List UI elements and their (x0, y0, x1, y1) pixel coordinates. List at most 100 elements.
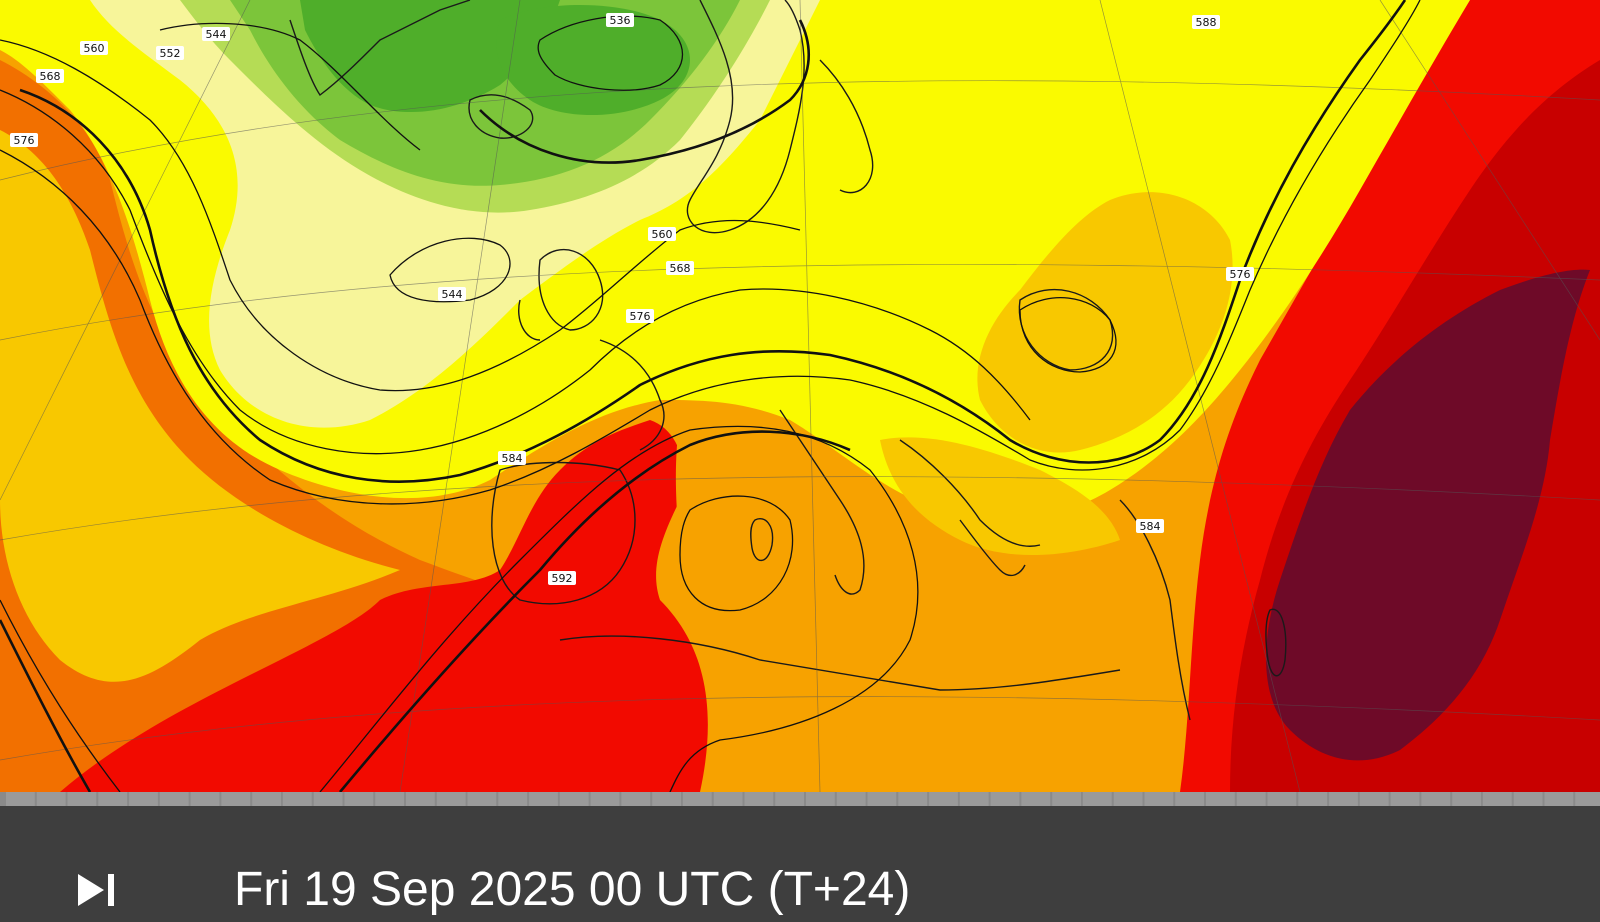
contour-label: 560 (84, 42, 105, 55)
contour-label: 568 (670, 262, 691, 275)
contour-label: 592 (552, 572, 573, 585)
timeline-step[interactable] (867, 792, 897, 806)
contour-544 (389, 237, 511, 303)
timeline-step[interactable] (1206, 792, 1235, 806)
contour-label: 584 (1140, 516, 1161, 529)
timeline-step[interactable] (590, 792, 620, 806)
graticule (0, 0, 1600, 792)
timeline-step[interactable] (559, 792, 589, 806)
coastline-italy (779, 409, 865, 595)
contour-label: 588 (1196, 16, 1217, 29)
coastline-sardinia (750, 518, 774, 562)
coastline-north-africa (559, 635, 1121, 691)
contour-label: 576 (630, 310, 651, 323)
timeline-step[interactable] (929, 792, 958, 806)
coastline-scandinavia (686, 0, 805, 234)
forecast-timeline[interactable] (0, 792, 1600, 806)
contour-bold-north (479, 19, 811, 164)
timeline-step[interactable] (1298, 792, 1328, 806)
timeline-step[interactable] (406, 792, 435, 806)
coastline-finland (819, 59, 874, 194)
timeline-step[interactable] (252, 792, 281, 806)
temp-zone-deep-green-north (496, 5, 690, 115)
timeline-step[interactable] (190, 792, 220, 806)
timeline-step[interactable] (836, 792, 866, 806)
timeline-step[interactable] (1544, 792, 1574, 806)
timeline-step[interactable] (1421, 792, 1451, 806)
coastline-greenland (289, 0, 471, 97)
timeline-step[interactable] (959, 792, 989, 806)
timeline-step[interactable] (6, 792, 35, 806)
timeline-step[interactable] (375, 792, 404, 806)
timeline-step[interactable] (313, 792, 343, 806)
timeline-step[interactable] (1267, 792, 1297, 806)
coastline-british-isles (518, 249, 604, 341)
timeline-step[interactable] (1390, 792, 1420, 806)
timeline-step[interactable] (1452, 792, 1481, 806)
timeline-step[interactable] (436, 792, 466, 806)
timeline-step[interactable] (221, 792, 251, 806)
contour-label: 584 (502, 452, 523, 465)
timeline-step[interactable] (282, 792, 312, 806)
timeline-step[interactable] (1482, 792, 1512, 806)
contour-label: 552 (160, 47, 181, 60)
geopotential-contours (0, 0, 1421, 792)
temp-zone-amber-east (977, 192, 1233, 453)
timeline-step[interactable] (529, 792, 558, 806)
geopotential-temperature-map: 544 552 560 568 576 536 544 560 568 576 … (0, 0, 1600, 792)
timeline-step[interactable] (498, 792, 528, 806)
timeline-step[interactable] (129, 792, 158, 806)
timeline-step[interactable] (1236, 792, 1266, 806)
timeline-step[interactable] (652, 792, 681, 806)
timeline-step[interactable] (806, 792, 835, 806)
timeline-step[interactable] (898, 792, 928, 806)
timeline-ticks (6, 792, 1600, 806)
coastline-france (599, 339, 665, 451)
timeline-step[interactable] (1052, 792, 1081, 806)
contour-label: 568 (40, 70, 61, 83)
timeline-step[interactable] (1575, 792, 1600, 806)
contour-label: 544 (442, 288, 463, 301)
temp-zone-maroon-east (1266, 269, 1590, 761)
coastline-balkans (899, 439, 1041, 547)
timeline-step[interactable] (682, 792, 712, 806)
contour-bold-west (0, 619, 92, 792)
timeline-step[interactable] (159, 792, 189, 806)
timeline-step[interactable] (744, 792, 774, 806)
timeline-step[interactable] (1082, 792, 1112, 806)
timeline-step[interactable] (98, 792, 128, 806)
contour-labels: 544 552 560 568 576 536 544 560 568 576 … (10, 13, 1254, 585)
coastlines (289, 0, 1287, 721)
coastline-black-sea (1018, 288, 1114, 371)
temp-zone-amber-west (0, 130, 400, 682)
timeline-step[interactable] (775, 792, 804, 806)
temp-zone-red-south (60, 420, 708, 792)
timeline-step[interactable] (1021, 792, 1051, 806)
contour-label: 536 (610, 14, 631, 27)
contour-low-east (1019, 297, 1117, 373)
contour-568 (0, 89, 1031, 455)
contour-552 (159, 22, 421, 151)
timeline-step[interactable] (713, 792, 743, 806)
temp-zone-deep-green (300, 0, 560, 113)
timeline-step[interactable] (1359, 792, 1389, 806)
contour-label: 576 (1230, 268, 1251, 281)
timeline-step[interactable] (621, 792, 651, 806)
timeline-step[interactable] (1175, 792, 1204, 806)
coastline-iceland (468, 94, 534, 139)
contour-label: 576 (14, 134, 35, 147)
timeline-step[interactable] (1113, 792, 1143, 806)
timeline-step[interactable] (467, 792, 497, 806)
contour-bold-south (339, 430, 851, 792)
contour-584 (0, 425, 919, 792)
timeline-step[interactable] (1144, 792, 1174, 806)
skip-forward-icon (78, 874, 114, 906)
timeline-step[interactable] (36, 792, 66, 806)
timeline-step[interactable] (344, 792, 374, 806)
skip-forward-button[interactable] (66, 860, 126, 920)
timeline-step[interactable] (67, 792, 97, 806)
timeline-step[interactable] (1329, 792, 1358, 806)
timeline-step[interactable] (990, 792, 1020, 806)
contour-label: 584 (1140, 520, 1161, 533)
timeline-step[interactable] (1513, 792, 1543, 806)
